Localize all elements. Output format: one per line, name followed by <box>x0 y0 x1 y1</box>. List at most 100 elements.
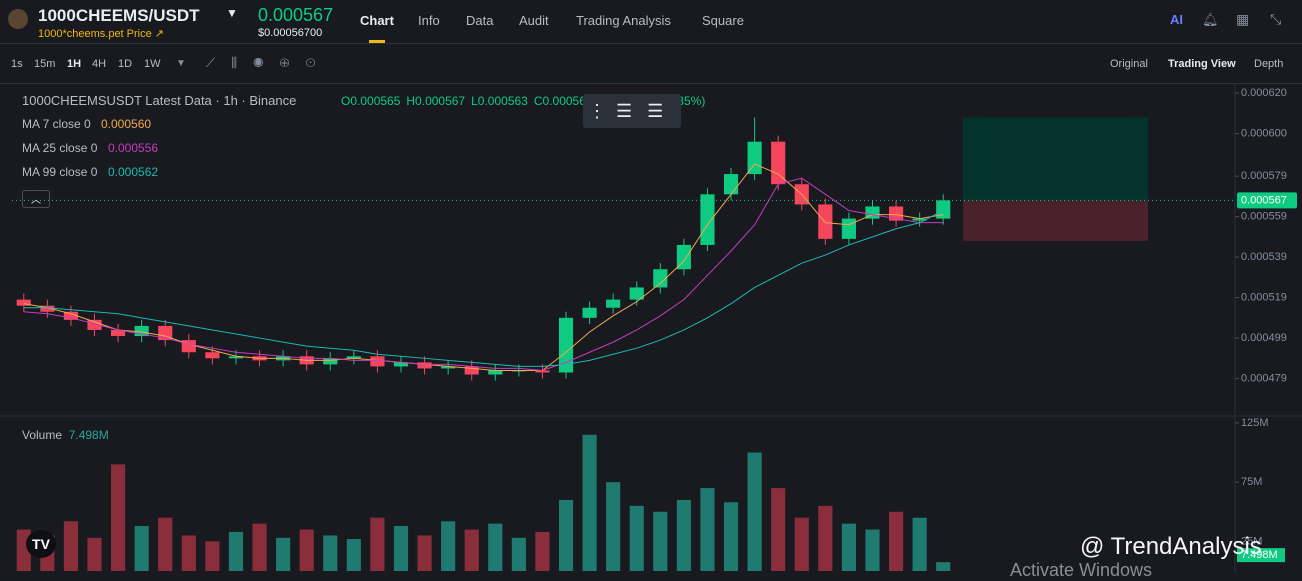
ohlc-value: L0.000563 <box>471 94 528 108</box>
candle-body <box>747 141 762 175</box>
volume-bar <box>865 529 880 571</box>
tab[interactable]: Trading Analysis <box>576 13 671 28</box>
candle-body <box>700 194 715 245</box>
candle-body <box>205 352 220 359</box>
y-tick-label: 0.000499 <box>1241 332 1287 344</box>
ma-line <box>23 177 944 371</box>
volume-bar <box>700 488 715 571</box>
y-tick-label: 0.000579 <box>1241 170 1287 182</box>
pair[interactable]: 1000CHEEMS/USDT <box>38 6 200 25</box>
volume-bar <box>441 521 456 571</box>
y-tick-label: 25M <box>1241 535 1262 547</box>
volume-value: 7.498M <box>68 428 109 442</box>
tab[interactable]: Chart <box>360 13 394 28</box>
candle-body <box>134 325 149 337</box>
y-tick-label: 0.000519 <box>1241 291 1287 303</box>
volume-label: Volume <box>22 428 63 442</box>
candle-body <box>676 244 691 270</box>
volume-bar <box>582 434 597 571</box>
volume-bar <box>653 511 668 571</box>
y-tick-label: 75M <box>1241 476 1262 488</box>
pair-dropdown[interactable]: ▼ <box>226 6 238 20</box>
view[interactable]: Original <box>1110 58 1148 70</box>
collapse-button[interactable]: ︿ <box>22 190 50 208</box>
interval[interactable]: 1W <box>144 58 161 70</box>
divider <box>0 83 1302 84</box>
tab[interactable]: Audit <box>519 13 549 28</box>
ai-button[interactable]: AI <box>1170 12 1183 27</box>
volume-legend: Volume 7.498M <box>22 428 109 442</box>
volume-bar <box>393 525 409 571</box>
candle-body <box>535 370 550 373</box>
y-tick-label: 125M <box>1241 417 1269 429</box>
candle-body <box>87 319 102 330</box>
tab[interactable]: Info <box>418 13 440 28</box>
tab[interactable]: Square <box>702 13 744 28</box>
alert-button[interactable]: 🔔︎ <box>1202 12 1219 27</box>
volume-bar <box>205 541 220 571</box>
ma-label: MA 25 close 0 <box>22 141 98 155</box>
volume-bar <box>299 529 314 571</box>
interval[interactable]: 1D <box>118 58 133 70</box>
view[interactable]: Trading View <box>1168 58 1236 70</box>
volume-label-box <box>1237 548 1285 563</box>
candle-body <box>417 362 432 369</box>
ohlc-value: O0.000565 <box>341 94 401 108</box>
volume-bar <box>158 517 173 571</box>
volume-bar <box>323 535 338 571</box>
volume-bar <box>936 562 951 571</box>
volume-bar <box>535 531 550 571</box>
volume-value-label: 7.498M <box>1241 549 1278 561</box>
candle-body <box>228 356 244 359</box>
volume-bar <box>558 499 574 571</box>
candle-body <box>63 311 79 320</box>
candle-body <box>488 370 503 375</box>
layout-button[interactable]: ▦ <box>1236 11 1250 27</box>
interval[interactable]: 4H <box>92 58 107 70</box>
tab[interactable]: Data <box>466 13 494 28</box>
os-notice: Activate Windows <box>1010 560 1153 580</box>
ma-value: 0.000556 <box>108 141 159 155</box>
candle-body <box>818 204 833 239</box>
view[interactable]: Depth <box>1254 58 1284 70</box>
volume-bar <box>888 511 904 571</box>
volume-bar <box>252 523 267 571</box>
position-profit <box>963 117 1148 201</box>
watermark: @ TrendAnalysis <box>1080 533 1262 560</box>
interval[interactable]: 1H <box>67 58 82 70</box>
tv-logo: TV <box>26 530 56 558</box>
volume-bar <box>723 502 739 571</box>
candle-body <box>40 305 55 312</box>
ma-label: MA 99 close 0 <box>22 165 98 179</box>
interval[interactable]: 1s <box>11 58 23 70</box>
tool-icons[interactable]: ⟋⫼◉⊕⊙ <box>206 55 332 70</box>
candle-body <box>582 307 597 318</box>
position-loss <box>963 200 1148 241</box>
volume-bar <box>464 529 479 571</box>
floating-toolbar[interactable]: ⋮ ☰ ☰ <box>583 94 681 128</box>
candle-body <box>111 329 126 337</box>
more-intervals[interactable]: ▼ <box>176 58 186 69</box>
volume-bar <box>87 537 102 571</box>
y-tick-label: 0.000620 <box>1241 87 1287 99</box>
interval[interactable]: 15m <box>34 58 56 70</box>
volume-bar <box>912 517 927 571</box>
volume-bar <box>629 505 644 571</box>
usd-price: $0.00056700 <box>258 27 323 39</box>
legend-title: 1000CHEEMSUSDT Latest Data · 1h · Binanc… <box>22 93 297 108</box>
volume-bar <box>181 535 196 571</box>
expand-button[interactable]: ⤡ <box>1270 11 1282 27</box>
tab-indicator <box>369 40 385 43</box>
volume-bar <box>134 525 149 571</box>
candle-body <box>158 325 173 341</box>
candle-body <box>393 362 409 367</box>
volume-bar <box>276 537 291 571</box>
candle-body <box>441 366 456 369</box>
candle-body <box>464 366 479 375</box>
subtitle[interactable]: 1000*cheems.pet Price ↗ <box>38 28 165 40</box>
candle-body <box>841 218 856 239</box>
volume-bar <box>111 464 126 571</box>
candle-body <box>723 174 739 195</box>
